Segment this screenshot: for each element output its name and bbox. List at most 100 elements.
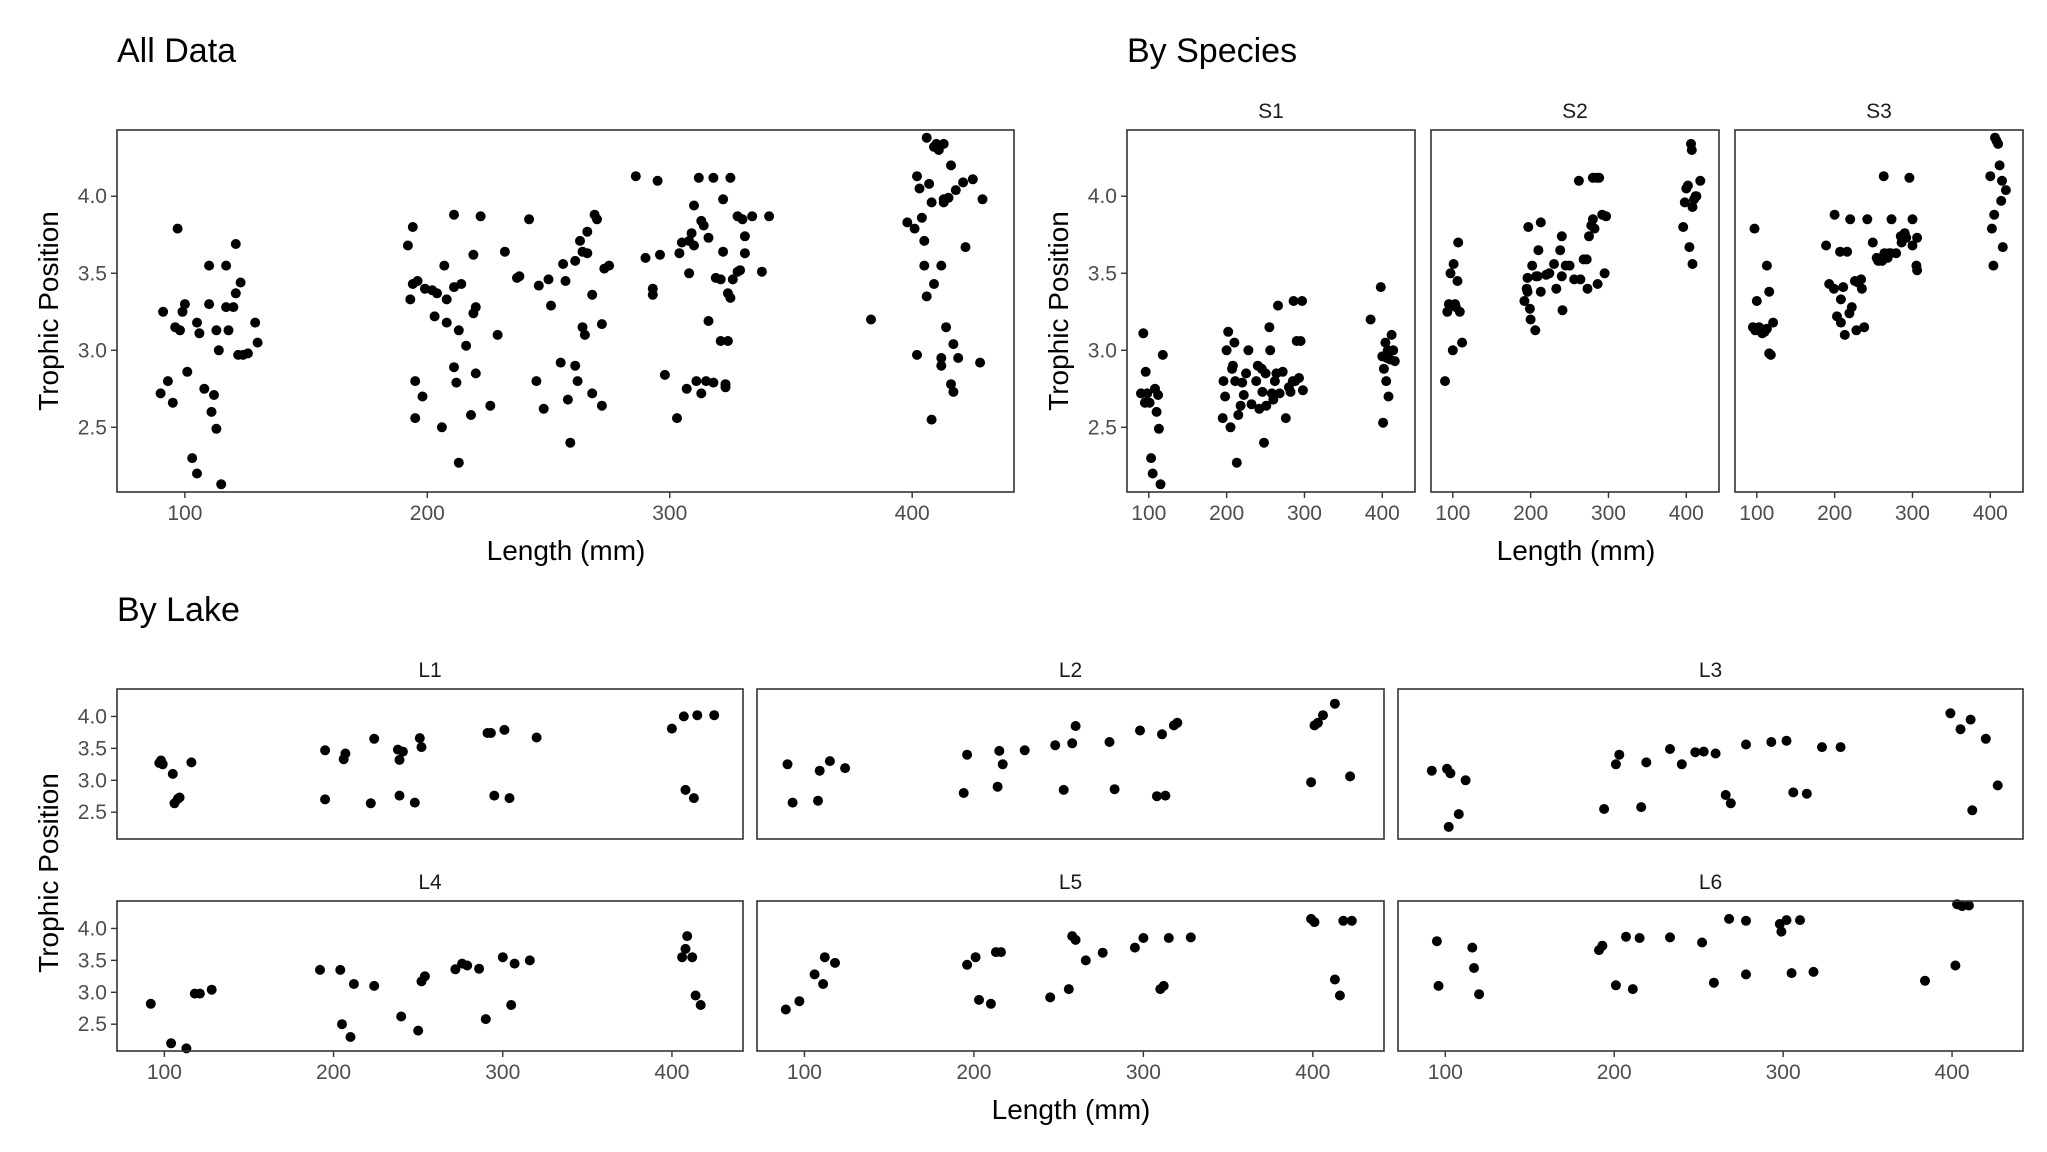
all-data-panel-point xyxy=(975,357,986,368)
species-panel-s1-x-tick-label: 200 xyxy=(1209,502,1244,525)
all-data-panel-point xyxy=(211,325,222,336)
lake-panel-l6-strip-label: L6 xyxy=(1699,871,1722,894)
species-panel-s1-point xyxy=(1260,368,1271,379)
lake-panel-l5-point xyxy=(1163,933,1174,943)
species-panel-s2-point xyxy=(1564,260,1575,271)
species-panel-s1-point xyxy=(1378,417,1389,428)
lake-panel-l6-x-tick-label: 300 xyxy=(1766,1061,1801,1084)
all-data-panel-point xyxy=(948,386,959,397)
lake-panel-l3-point xyxy=(1766,737,1777,747)
lake-panel-l4-point xyxy=(145,998,156,1009)
all-data-panel-point xyxy=(582,248,593,259)
species-panel-s3-point xyxy=(1859,322,1870,333)
species-panel-s1-point xyxy=(1295,336,1306,346)
all-data-panel-point xyxy=(715,336,726,346)
lake-panel-l2-point xyxy=(814,765,825,776)
lake-panel-l5-x-tick-label: 400 xyxy=(1295,1061,1330,1084)
species-panel-s3-point xyxy=(1845,214,1856,225)
species-panel-s1-point xyxy=(1257,386,1268,397)
species-panel-s1-point xyxy=(1218,376,1229,387)
lake-panel-l4-point xyxy=(348,979,359,989)
lake-panel-l2-point xyxy=(1019,745,1030,756)
lake-panel-l3-point xyxy=(1788,787,1799,798)
lake-panel-l5-point xyxy=(1346,915,1357,926)
all-data-panel-point xyxy=(684,268,695,279)
lake-panel-l5-point xyxy=(1338,915,1349,926)
species-panel-s2-x-tick-label: 400 xyxy=(1669,502,1704,525)
all-data-panel-point xyxy=(604,260,615,271)
lake-panel-l5-point xyxy=(1080,955,1091,966)
all-data-panel-point xyxy=(674,248,685,259)
all-data-panel-point xyxy=(543,274,554,285)
lake-panel-l6-point xyxy=(1474,989,1485,1000)
species-panel-s3-point xyxy=(1878,171,1889,182)
species-panel-s2-point xyxy=(1601,211,1612,222)
lake-panel-l2-point xyxy=(824,756,835,767)
species-panel-s1-point xyxy=(1365,314,1376,325)
lake-panel-l6-point xyxy=(1963,900,1974,911)
all-data-panel-point xyxy=(916,212,927,223)
lake-panel-l3: L3 xyxy=(1397,659,2024,840)
species-panel-s1-point xyxy=(1225,422,1236,433)
y-axis-title-all-data: Trophic Position xyxy=(33,211,64,411)
lake-panel-l3-point xyxy=(1453,809,1464,820)
species-panel-s2-point xyxy=(1454,306,1465,317)
all-data-panel-point xyxy=(703,316,714,326)
all-data-panel-point xyxy=(747,211,758,222)
all-data-panel-point xyxy=(946,160,956,171)
species-panel-s1-point xyxy=(1237,377,1248,388)
lake-panel-l2-point xyxy=(1312,717,1323,728)
species-panel-s1-point xyxy=(1386,329,1397,340)
all-data-panel-point xyxy=(941,322,952,333)
all-data-panel-point xyxy=(960,242,971,253)
all-data-panel-point xyxy=(453,325,464,336)
all-data-panel-point xyxy=(451,377,462,388)
lake-panel-l5-x-tick-label: 200 xyxy=(956,1061,991,1084)
lake-panel-l2-point xyxy=(962,749,973,760)
species-panel-s1-point xyxy=(1389,356,1400,367)
all-data-panel-point xyxy=(722,336,733,346)
species-panel-s1-point xyxy=(1375,282,1386,293)
species-panel-s2-point xyxy=(1691,191,1702,202)
all-data-panel-point xyxy=(725,172,736,183)
lake-panel-l4-point xyxy=(509,958,520,969)
species-panel-s1-point xyxy=(1227,360,1238,371)
all-data-panel-y-tick-label: 3.5 xyxy=(78,262,107,285)
lake-panel-l5-border xyxy=(756,900,1385,1052)
all-data-panel-y-tick-label: 2.5 xyxy=(78,416,107,439)
all-data-panel-point xyxy=(449,209,459,220)
species-panel-s2-point xyxy=(1533,245,1544,256)
lake-panel-l6-point xyxy=(1786,968,1797,979)
lake-panel-l1-point xyxy=(666,723,677,734)
species-panel-s3-point xyxy=(1986,223,1997,234)
lake-panel-l5-x-tick-label: 300 xyxy=(1126,1061,1161,1084)
lake-panel-l3-point xyxy=(1426,765,1437,776)
lake-panel-l1-point xyxy=(485,728,496,738)
lake-panel-l4-point xyxy=(682,931,693,942)
all-data-panel-point xyxy=(177,306,188,317)
lake-panel-l4-y-tick-label: 3.0 xyxy=(78,981,107,1004)
species-panel-s1-y-tick-label: 4.0 xyxy=(1088,185,1117,208)
lake-panel-l5-point xyxy=(985,998,996,1009)
all-data-panel-point xyxy=(866,314,876,325)
y-axis-title-by-species: Trophic Position xyxy=(1043,211,1074,411)
lake-panel-l3-point xyxy=(1835,742,1846,753)
species-panel-s2-point xyxy=(1584,231,1594,242)
species-panel-s2: S2 100 200 300 400 xyxy=(1430,100,1720,525)
species-panel-s2-point xyxy=(1447,345,1458,356)
lake-panel-l4-point xyxy=(419,971,430,982)
all-data-panel-point xyxy=(579,329,590,340)
x-axis-title-by-lake: Length (mm) xyxy=(992,1094,1151,1125)
species-panel-s2-point xyxy=(1556,231,1567,242)
y-axis-title-by-lake: Trophic Position xyxy=(33,773,64,973)
species-panel-s1-border xyxy=(1126,129,1416,493)
all-data-panel-point xyxy=(546,300,556,311)
species-panel-s1-y-tick-label: 3.5 xyxy=(1088,262,1117,285)
lake-panel-l3-border xyxy=(1397,688,2024,840)
species-panel-s1-point xyxy=(1233,410,1244,420)
lake-panel-l6-border xyxy=(1397,900,2024,1052)
all-data-panel-point xyxy=(739,248,750,259)
lake-panel-l3-point xyxy=(1690,747,1701,758)
species-panel-s2-point xyxy=(1581,254,1592,265)
all-data-panel-point xyxy=(250,317,261,328)
